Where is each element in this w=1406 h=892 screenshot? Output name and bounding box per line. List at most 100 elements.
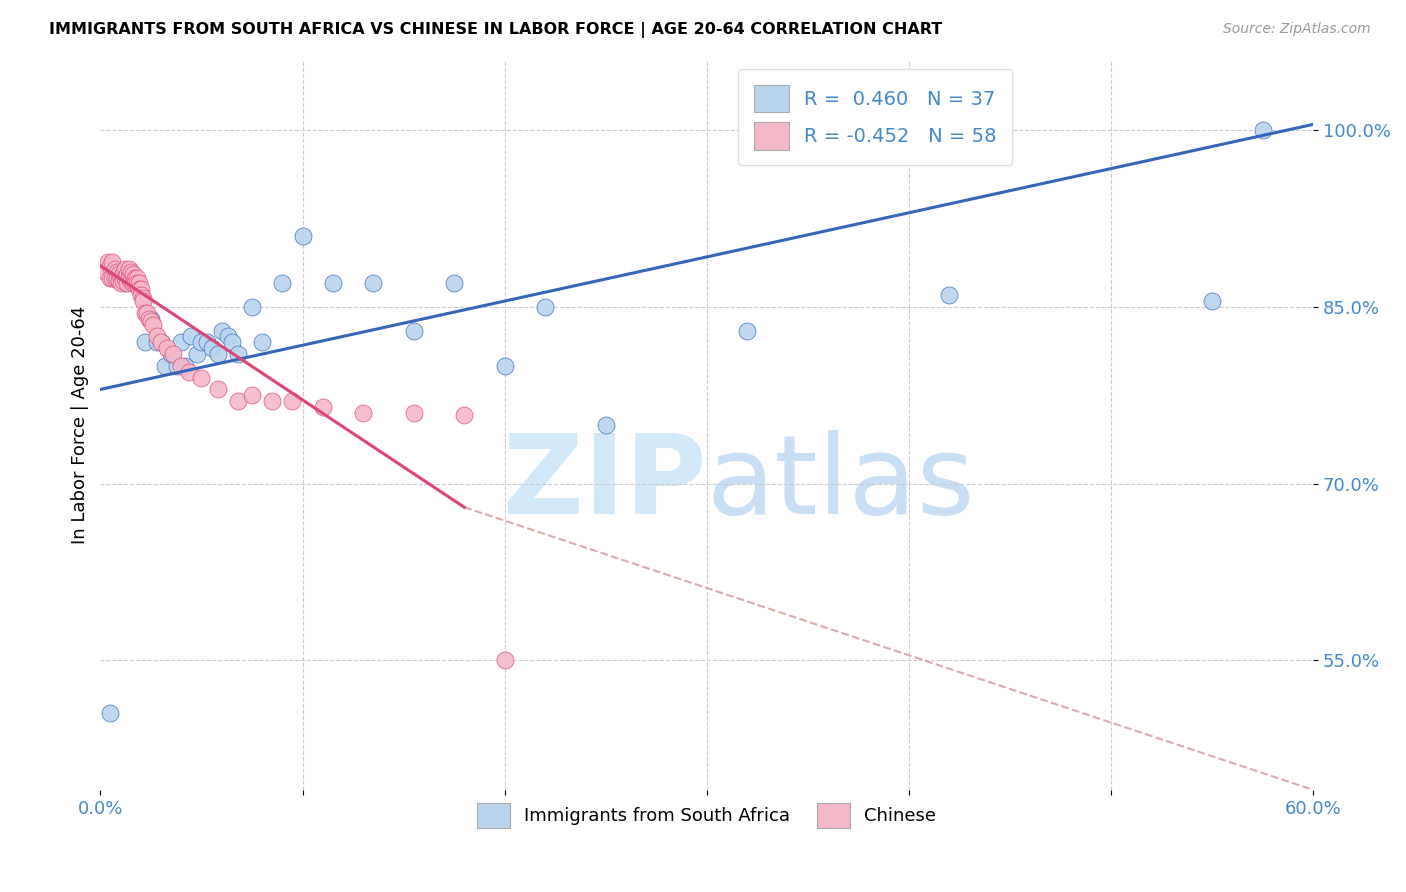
Point xyxy=(180,329,202,343)
Point xyxy=(128,277,150,291)
Point xyxy=(132,291,155,305)
Point xyxy=(443,277,465,291)
Point xyxy=(170,359,193,373)
Point xyxy=(221,335,243,350)
Point xyxy=(250,335,273,350)
Point xyxy=(494,359,516,373)
Point xyxy=(128,282,150,296)
Point xyxy=(118,270,141,285)
Point xyxy=(115,267,138,281)
Point xyxy=(271,277,294,291)
Point xyxy=(114,262,136,277)
Point xyxy=(595,417,617,432)
Point xyxy=(160,347,183,361)
Point xyxy=(402,406,425,420)
Text: atlas: atlas xyxy=(707,430,976,537)
Point xyxy=(156,341,179,355)
Point xyxy=(494,653,516,667)
Text: ZIP: ZIP xyxy=(503,430,707,537)
Point xyxy=(207,347,229,361)
Point xyxy=(121,277,143,291)
Point xyxy=(107,267,129,281)
Point xyxy=(110,277,132,291)
Text: IMMIGRANTS FROM SOUTH AFRICA VS CHINESE IN LABOR FORCE | AGE 20-64 CORRELATION C: IMMIGRANTS FROM SOUTH AFRICA VS CHINESE … xyxy=(49,22,942,38)
Point xyxy=(150,335,173,350)
Point xyxy=(121,267,143,281)
Point xyxy=(1251,123,1274,137)
Point xyxy=(125,270,148,285)
Point xyxy=(207,383,229,397)
Point xyxy=(139,314,162,328)
Point xyxy=(153,359,176,373)
Point xyxy=(97,255,120,269)
Point xyxy=(186,347,208,361)
Point xyxy=(101,270,124,285)
Point xyxy=(190,370,212,384)
Point xyxy=(120,274,142,288)
Point xyxy=(200,341,222,355)
Point xyxy=(211,324,233,338)
Point xyxy=(135,306,157,320)
Point xyxy=(262,394,284,409)
Point xyxy=(281,394,304,409)
Point xyxy=(240,300,263,314)
Point xyxy=(110,270,132,285)
Point xyxy=(124,277,146,291)
Point xyxy=(938,288,960,302)
Point xyxy=(120,265,142,279)
Point xyxy=(125,277,148,291)
Point xyxy=(100,706,122,721)
Point xyxy=(114,277,136,291)
Point xyxy=(107,274,129,288)
Point xyxy=(96,265,118,279)
Point xyxy=(170,335,193,350)
Point xyxy=(146,335,169,350)
Point xyxy=(101,255,124,269)
Point xyxy=(100,259,122,273)
Point xyxy=(111,274,134,288)
Text: Source: ZipAtlas.com: Source: ZipAtlas.com xyxy=(1223,22,1371,37)
Point xyxy=(129,288,152,302)
Point xyxy=(124,270,146,285)
Point xyxy=(190,335,212,350)
Point xyxy=(217,329,239,343)
Point xyxy=(134,306,156,320)
Point xyxy=(174,359,197,373)
Point xyxy=(132,294,155,309)
Point xyxy=(150,335,173,350)
Point xyxy=(142,318,165,332)
Point xyxy=(105,270,128,285)
Point xyxy=(226,347,249,361)
Point xyxy=(103,270,125,285)
Point xyxy=(162,347,184,361)
Point xyxy=(134,335,156,350)
Point xyxy=(103,262,125,277)
Point xyxy=(179,365,201,379)
Point xyxy=(322,277,344,291)
Point xyxy=(100,270,122,285)
Point xyxy=(453,409,475,423)
Point xyxy=(352,406,374,420)
Legend: Immigrants from South Africa, Chinese: Immigrants from South Africa, Chinese xyxy=(470,796,943,836)
Point xyxy=(534,300,557,314)
Point xyxy=(240,388,263,402)
Point xyxy=(138,311,160,326)
Point xyxy=(105,265,128,279)
Point xyxy=(735,324,758,338)
Point xyxy=(1201,294,1223,309)
Point xyxy=(121,277,143,291)
Point xyxy=(361,277,384,291)
Point xyxy=(402,324,425,338)
Point xyxy=(114,270,136,285)
Point xyxy=(166,359,188,373)
Point xyxy=(197,335,219,350)
Point xyxy=(312,400,335,414)
Point xyxy=(115,277,138,291)
Y-axis label: In Labor Force | Age 20-64: In Labor Force | Age 20-64 xyxy=(72,306,89,544)
Point xyxy=(139,311,162,326)
Point xyxy=(118,262,141,277)
Point xyxy=(291,229,314,244)
Point xyxy=(146,329,169,343)
Point xyxy=(129,282,152,296)
Point xyxy=(111,267,134,281)
